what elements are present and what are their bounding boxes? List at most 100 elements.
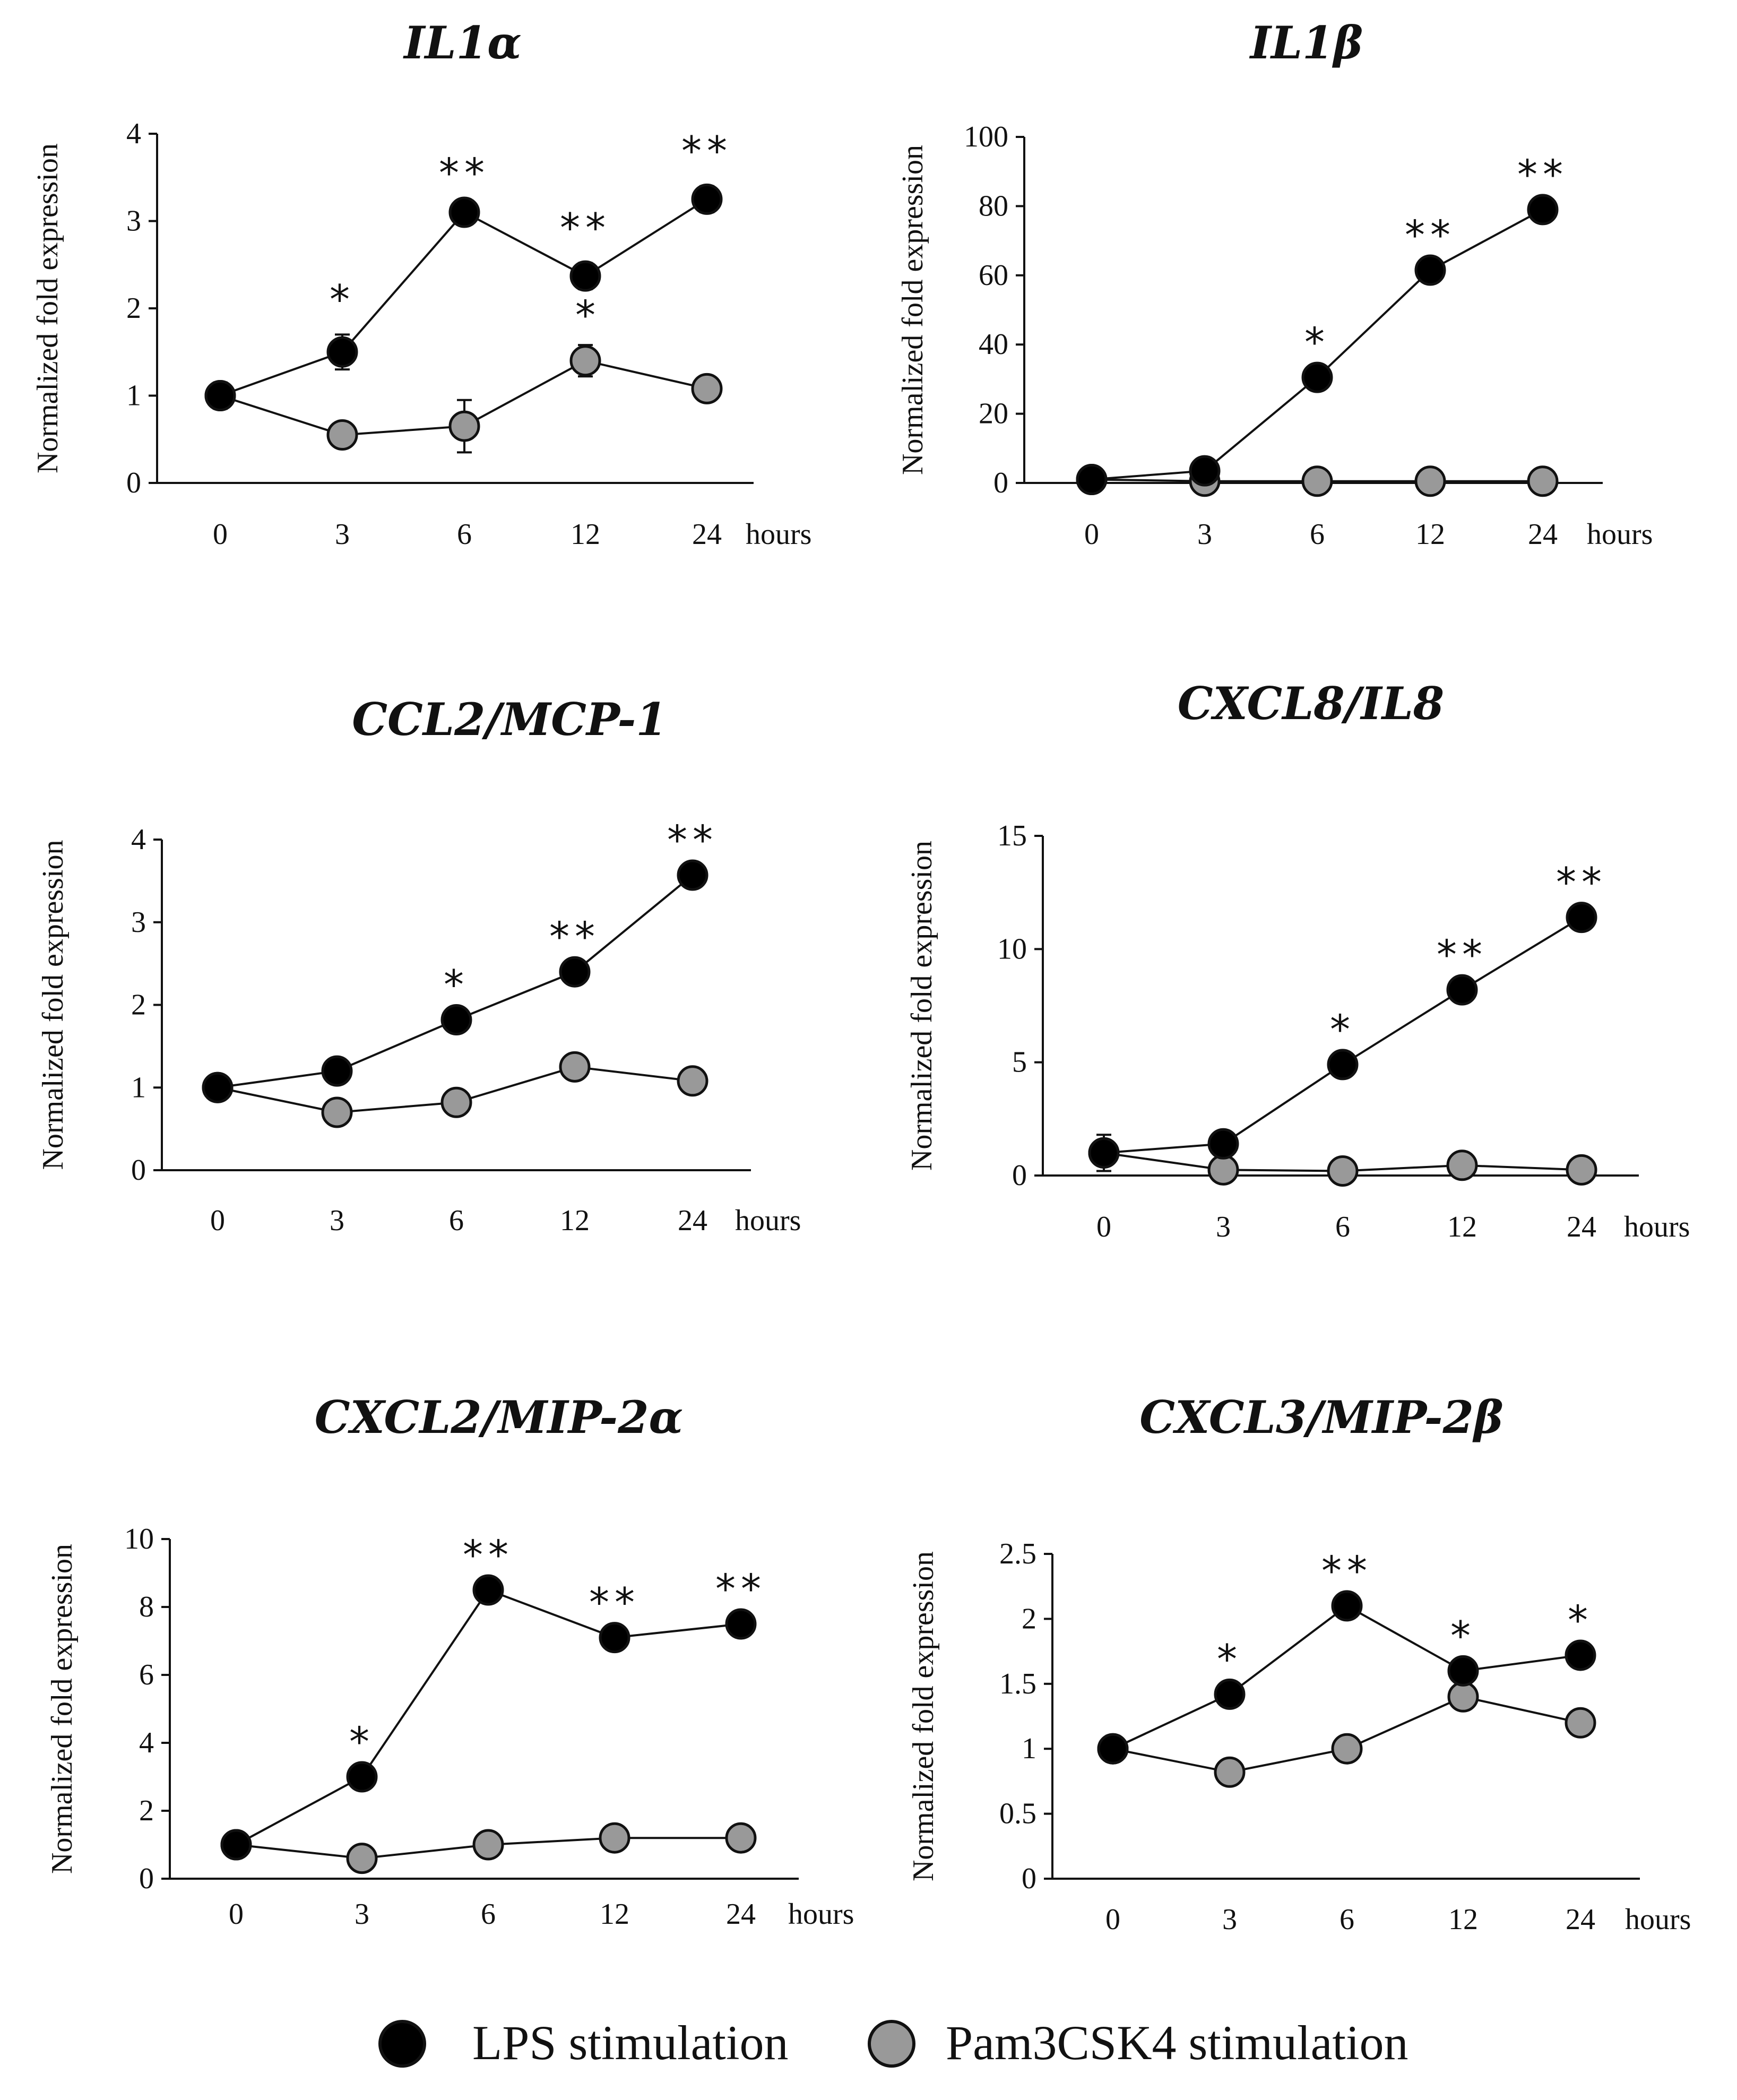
x-tick-label: 24 [692,518,722,551]
y-tick-label: 1 [1022,1732,1036,1765]
x-tick-label: 6 [1340,1903,1354,1936]
y-tick-label: 3 [131,906,146,939]
lps-data-point [220,1829,252,1861]
lps-data-point [1189,455,1221,487]
lps-data-point [1207,1128,1239,1160]
y-axis-label: Normalized fold expression [37,840,70,1170]
y-tick-label: 0 [131,1154,146,1187]
x-axis-label: hours [1625,1903,1691,1936]
chart-title: CCL2/MCP-1 [352,693,667,746]
y-tick-label: 6 [139,1658,154,1691]
chart-title: CXCL3/MIP-2β [1139,1391,1503,1444]
significance-marker: ** [1405,211,1456,258]
pam-data-point [1566,1154,1597,1186]
y-tick-label: 100 [964,120,1008,153]
x-tick-label: 12 [1448,1903,1478,1936]
lps-data-point [1301,361,1333,393]
pam-data-point [1446,1150,1478,1181]
lps-data-point [202,1071,234,1103]
significance-marker: ** [549,913,600,960]
y-tick-label: 1.5 [999,1667,1036,1700]
x-axis-label: hours [1624,1211,1690,1243]
chart-panel: CXCL3/MIP-2β 0 0.5 1 1.5 2 2.5 0 3 6 12 24 hours Norm… [907,1391,1691,1936]
y-tick-label: 20 [979,397,1008,430]
pam-data-point [1414,465,1446,497]
pam-data-point [326,419,358,451]
x-tick-label: 6 [449,1204,464,1237]
y-tick-label: 40 [979,328,1008,361]
y-tick-label: 4 [139,1726,154,1759]
y-tick-label: 1 [131,1071,146,1104]
pam-data-point [472,1829,504,1861]
significance-marker: * [1450,1612,1476,1659]
significance-marker: * [444,961,469,1008]
x-tick-label: 24 [1528,518,1558,551]
x-axis-label: hours [735,1204,801,1237]
y-tick-label: 0 [126,466,141,499]
x-tick-label: 12 [560,1204,590,1237]
chart-title: IL1β [1249,16,1363,69]
y-axis-label: Normalized fold expression [905,841,938,1171]
x-tick-label: 0 [1084,518,1099,551]
significance-marker: ** [1321,1547,1372,1594]
x-tick-label: 6 [1310,518,1325,551]
chart-panel: CXCL8/IL8 0 5 10 15 0 3 6 12 24 hours Normalized fo… [905,677,1690,1243]
y-tick-label: 2 [131,989,146,1022]
y-tick-label: 0 [1022,1862,1036,1895]
lps-data-point [1566,902,1597,934]
lps-data-point [326,336,358,368]
lps-data-point [569,260,601,292]
significance-marker: ** [667,816,718,863]
significance-marker: * [1330,1006,1355,1053]
y-tick-label: 0 [139,1862,154,1895]
pam-data-point [569,345,601,377]
x-tick-label: 3 [355,1898,369,1931]
y-tick-label: 60 [979,259,1008,292]
lps-data-point [1076,463,1108,495]
y-tick-label: 2.5 [999,1537,1036,1570]
lps-data-point [691,183,723,215]
lps-data-point [677,859,708,891]
pam-data-point [725,1822,757,1854]
x-axis-label: hours [746,518,811,551]
y-tick-label: 10 [997,932,1027,965]
significance-marker: ** [1556,859,1607,906]
significance-marker: * [330,275,355,323]
pam-data-point [1331,1733,1363,1765]
pam-data-point [321,1096,353,1128]
lps-data-point [1088,1137,1120,1169]
x-tick-label: 0 [213,518,228,551]
y-tick-label: 0.5 [999,1797,1036,1830]
y-tick-label: 5 [1012,1046,1027,1079]
pam-data-point [1447,1681,1479,1713]
significance-marker: * [575,291,595,339]
y-tick-label: 0 [1012,1159,1027,1192]
significance-marker: ** [715,1565,766,1612]
lps-data-point [1565,1639,1596,1671]
y-tick-label: 2 [1022,1602,1036,1635]
significance-marker: ** [1517,151,1568,198]
lps-data-point [448,196,480,228]
lps-series-line [236,1588,741,1846]
x-tick-label: 6 [1335,1211,1350,1243]
lps-data-point [1097,1733,1129,1765]
legend-lps-marker [378,2020,426,2068]
lps-data-point [1214,1678,1246,1710]
pam-data-point [1527,465,1559,497]
pam-data-point [691,373,723,404]
lps-data-point [1414,254,1446,286]
x-tick-label: 0 [210,1204,225,1237]
pam-data-point [448,410,480,442]
lps-series-line [1112,1604,1581,1750]
pam-data-point [346,1843,378,1874]
y-axis-label: Normalized fold expression [46,1544,79,1874]
lps-data-point [1446,974,1478,1006]
chart-title: CXCL8/IL8 [1178,677,1444,730]
x-tick-label: 0 [1105,1903,1120,1936]
pam-data-point [1327,1155,1359,1187]
x-tick-label: 12 [1447,1211,1477,1243]
significance-marker: ** [463,1531,514,1578]
pam-data-point [440,1086,472,1118]
